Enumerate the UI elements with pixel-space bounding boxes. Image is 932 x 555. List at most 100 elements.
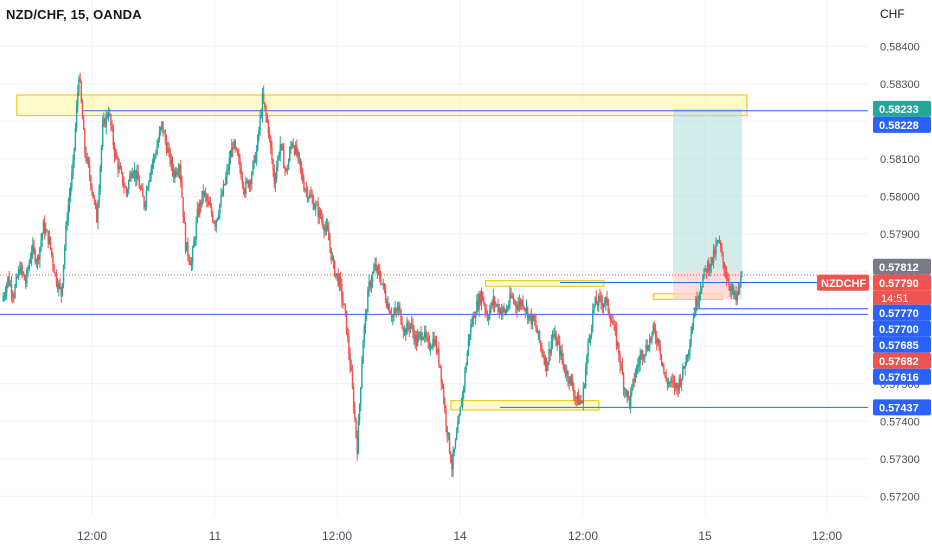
time-axis[interactable]: 12:00 11 12:00 14 12:00 15 12:00 <box>77 529 842 543</box>
candle-body <box>525 307 528 311</box>
candle-body <box>605 297 607 303</box>
candle-body <box>515 301 517 307</box>
candle-body <box>233 141 235 150</box>
candle-body <box>429 348 432 350</box>
candle-body <box>376 266 379 272</box>
candle-body <box>619 356 621 366</box>
price-marker-label: 0.57685 <box>879 340 919 352</box>
candle-body <box>468 334 471 340</box>
candle-body <box>508 304 510 309</box>
support-resistance-zone[interactable] <box>484 280 605 287</box>
horizontal-lines <box>0 110 868 408</box>
candle-body <box>612 321 614 325</box>
candle-body <box>213 221 215 223</box>
candle-body <box>170 159 173 164</box>
price-marker-badge <box>873 352 931 369</box>
candle-body <box>8 276 10 286</box>
candle-body <box>671 379 673 381</box>
candle-body <box>704 268 706 270</box>
candle-body <box>492 297 495 306</box>
candle-body <box>68 196 71 206</box>
candle-body <box>639 356 641 364</box>
candle-body <box>575 397 577 400</box>
candle-body <box>601 301 603 307</box>
candle-body <box>432 338 434 347</box>
candle-body <box>513 301 516 303</box>
candle-body <box>637 364 639 367</box>
candle-body <box>45 230 47 234</box>
candle-body <box>38 256 40 260</box>
candle-body <box>305 189 307 191</box>
candle-body <box>127 181 130 190</box>
time-tick-label: 12:00 <box>77 529 107 543</box>
candle-body <box>663 365 665 373</box>
candle-body <box>564 371 567 376</box>
candle-body <box>270 136 272 148</box>
candle-body <box>457 422 459 433</box>
candle-body <box>706 262 709 272</box>
candle-body <box>516 306 518 311</box>
candle-body <box>611 321 613 323</box>
candle-body <box>448 433 451 453</box>
candle-body <box>114 152 117 157</box>
candle-body <box>260 114 262 117</box>
candle-body <box>556 341 558 346</box>
candle-body <box>287 160 290 170</box>
candle-body <box>697 301 699 306</box>
candle-body <box>254 155 257 163</box>
candle-body <box>112 128 114 146</box>
candle-body <box>535 321 537 329</box>
candle-body <box>500 311 503 315</box>
candle-body <box>722 252 724 263</box>
candle-body <box>465 365 467 371</box>
candle-body <box>386 300 388 308</box>
candle-body <box>529 313 531 316</box>
candle-body <box>20 265 22 274</box>
candle-body <box>502 307 504 312</box>
candle-body <box>348 336 350 355</box>
price-tick-label: 0.57400 <box>880 416 920 428</box>
candle-body <box>608 311 611 317</box>
candle-body <box>560 350 562 356</box>
candle-body <box>242 183 245 191</box>
candle-body <box>595 297 598 305</box>
candle-body <box>370 281 373 288</box>
candle-body <box>736 293 738 301</box>
candle-body <box>692 317 695 327</box>
currency-label: CHF <box>880 7 905 21</box>
support-resistance-zone[interactable] <box>450 400 600 411</box>
candle-body <box>613 324 615 326</box>
support-resistance-zone[interactable] <box>16 94 748 117</box>
candle-body <box>381 283 383 285</box>
candle-body <box>444 402 446 409</box>
candle-body <box>600 296 602 302</box>
candle-body <box>355 418 357 436</box>
candle-body <box>439 364 441 367</box>
price-marker-label: 0.57790 <box>879 278 919 290</box>
candle-body <box>532 315 535 321</box>
candle-body <box>143 196 145 208</box>
candle-body <box>625 389 627 396</box>
candle-body <box>640 351 643 357</box>
candle-body <box>484 304 486 311</box>
candle-body <box>64 247 66 265</box>
candle-body <box>512 297 515 302</box>
candle-body <box>434 340 437 346</box>
candle-body <box>686 355 689 357</box>
candle-body <box>486 312 489 320</box>
candle-body <box>268 133 271 137</box>
position-target-zone[interactable] <box>672 108 742 272</box>
candle-body <box>437 349 439 353</box>
candle-body <box>382 283 384 285</box>
candle-body <box>387 303 389 308</box>
candle-body <box>226 169 228 178</box>
candle-body <box>530 313 532 325</box>
candle-body <box>47 230 49 244</box>
candle-body <box>615 329 618 346</box>
candle-body <box>638 363 640 365</box>
candle-body <box>460 405 463 408</box>
candle-body <box>476 301 478 315</box>
symbol-tag <box>817 274 869 291</box>
